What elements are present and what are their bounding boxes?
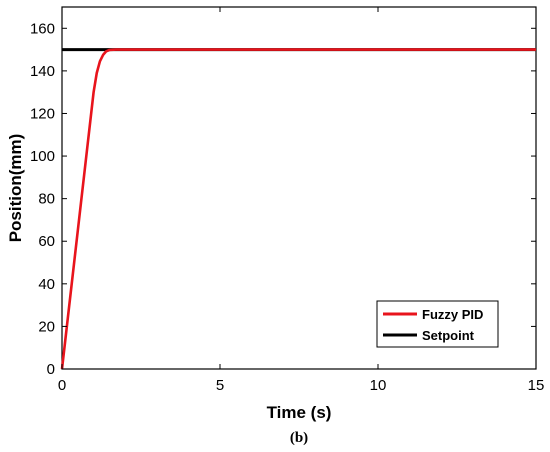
x-tick-label: 15 [528,377,545,394]
y-tick-label: 0 [47,361,55,378]
y-tick-label: 60 [38,233,55,250]
series-layer [60,48,536,370]
plot-area: 0 5 10 15 0 20 40 60 80 100 120 140 160 [30,6,544,394]
y-tick-label: 140 [30,63,55,80]
y-tick-label: 100 [30,148,55,165]
y-tick-label: 80 [38,191,55,208]
y-tick-label: 160 [30,20,55,37]
figure-caption: (b) [290,430,308,446]
legend-box [376,300,499,348]
y-tick-label: 20 [38,318,55,335]
y-axis-label: Position(mm) [6,134,25,243]
y-tick-label: 40 [38,276,55,293]
y-tick-label: 120 [30,105,55,122]
x-tick-label: 10 [370,377,387,394]
legend: Fuzzy PID Setpoint [376,300,499,348]
legend-label-1: Setpoint [422,328,475,343]
ticks-layer: 0 5 10 15 0 20 40 60 80 100 120 140 160 [30,7,544,394]
x-tick-label: 5 [216,377,224,394]
x-tick-label: 0 [58,377,66,394]
legend-label-0: Fuzzy PID [422,307,483,322]
series-line-0 [60,48,536,370]
x-axis-label: Time (s) [267,403,332,422]
